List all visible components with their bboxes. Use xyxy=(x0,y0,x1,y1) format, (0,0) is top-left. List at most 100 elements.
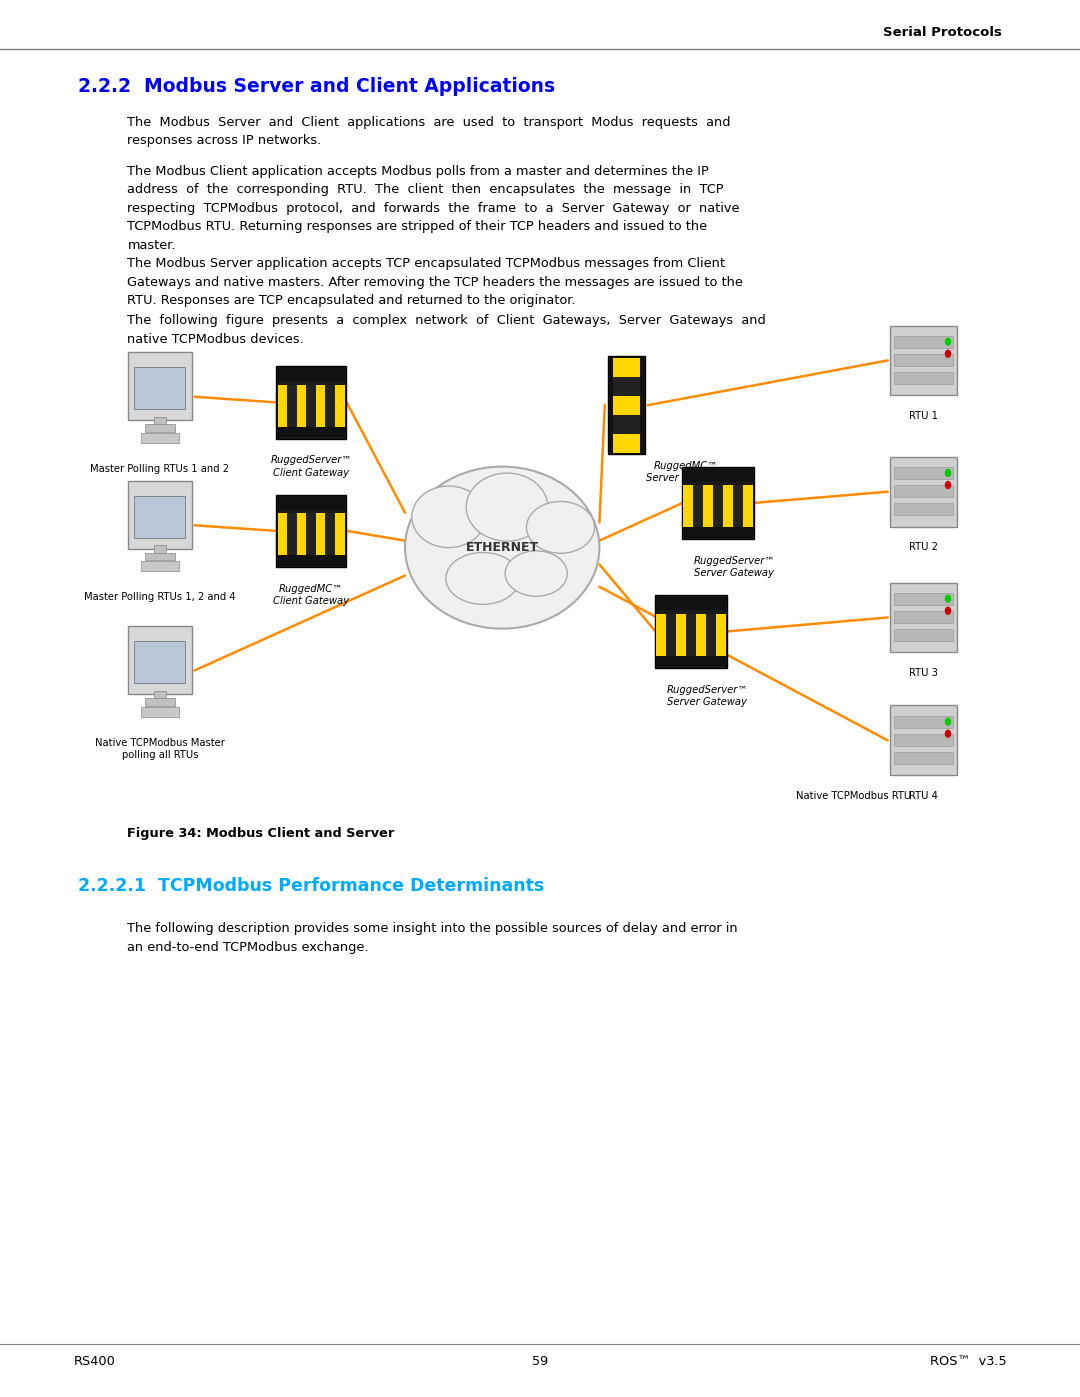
Bar xyxy=(724,486,733,528)
Text: 2.2.2.1  TCPModbus Performance Determinants: 2.2.2.1 TCPModbus Performance Determinan… xyxy=(78,877,544,895)
Bar xyxy=(325,386,335,427)
FancyBboxPatch shape xyxy=(890,705,957,775)
Text: RuggedMC™
Server Gateway: RuggedMC™ Server Gateway xyxy=(646,461,726,483)
Text: ETHERNET: ETHERNET xyxy=(465,541,539,555)
Bar xyxy=(612,433,640,453)
Bar xyxy=(315,386,325,427)
FancyBboxPatch shape xyxy=(134,641,186,683)
Bar xyxy=(315,514,325,556)
Text: RuggedServer™
Client Gateway: RuggedServer™ Client Gateway xyxy=(270,455,352,478)
FancyBboxPatch shape xyxy=(140,562,179,571)
Bar xyxy=(894,485,953,497)
Circle shape xyxy=(945,718,951,726)
Bar xyxy=(894,752,953,764)
Bar xyxy=(894,610,953,623)
Bar xyxy=(684,528,754,538)
Text: RTU 1: RTU 1 xyxy=(909,411,937,420)
Text: The Modbus Client application accepts Modbus polls from a master and determines : The Modbus Client application accepts Mo… xyxy=(127,165,740,251)
FancyBboxPatch shape xyxy=(153,416,166,425)
Ellipse shape xyxy=(446,552,519,605)
Text: ROS™  v3.5: ROS™ v3.5 xyxy=(930,1355,1007,1368)
Bar xyxy=(609,358,613,453)
FancyBboxPatch shape xyxy=(890,583,957,652)
Bar xyxy=(657,597,727,610)
Bar xyxy=(612,395,640,415)
FancyBboxPatch shape xyxy=(145,553,175,560)
Bar xyxy=(684,468,754,482)
Bar xyxy=(612,377,640,395)
FancyBboxPatch shape xyxy=(608,356,645,454)
Bar xyxy=(307,386,315,427)
Text: Master Polling RTUs 1, 2 and 4: Master Polling RTUs 1, 2 and 4 xyxy=(84,592,235,602)
FancyBboxPatch shape xyxy=(145,698,175,705)
Text: 59: 59 xyxy=(531,1355,549,1368)
Text: The following description provides some insight into the possible sources of del: The following description provides some … xyxy=(127,922,738,954)
Circle shape xyxy=(945,469,951,478)
Bar xyxy=(278,367,345,381)
FancyBboxPatch shape xyxy=(890,326,957,395)
Ellipse shape xyxy=(467,474,548,541)
Circle shape xyxy=(945,606,951,615)
Bar xyxy=(612,415,640,433)
FancyBboxPatch shape xyxy=(656,595,728,668)
Bar xyxy=(278,386,287,427)
Bar xyxy=(894,335,953,348)
FancyBboxPatch shape xyxy=(145,425,175,432)
Bar xyxy=(693,486,703,528)
Text: RuggedServer™
Server Gateway: RuggedServer™ Server Gateway xyxy=(693,556,775,578)
Bar xyxy=(894,629,953,641)
Bar xyxy=(657,615,666,657)
Bar xyxy=(684,486,693,528)
Bar xyxy=(676,615,686,657)
Text: Master Polling RTUs 1 and 2: Master Polling RTUs 1 and 2 xyxy=(91,464,229,474)
Bar xyxy=(743,486,754,528)
Text: Serial Protocols: Serial Protocols xyxy=(883,27,1002,39)
Bar xyxy=(894,372,953,384)
Bar xyxy=(894,353,953,366)
Text: 2.2.2  Modbus Server and Client Applications: 2.2.2 Modbus Server and Client Applicati… xyxy=(78,77,555,96)
Bar xyxy=(666,615,676,657)
Bar xyxy=(703,486,713,528)
Bar xyxy=(894,733,953,746)
Bar xyxy=(335,514,345,556)
Ellipse shape xyxy=(505,550,567,597)
Text: The  Modbus  Server  and  Client  applications  are  used  to  transport  Modus : The Modbus Server and Client application… xyxy=(127,116,731,148)
Text: RTU 4: RTU 4 xyxy=(909,791,937,800)
Text: The  following  figure  presents  a  complex  network  of  Client  Gateways,  Se: The following figure presents a complex … xyxy=(127,314,766,346)
Bar xyxy=(894,592,953,605)
Bar xyxy=(713,486,724,528)
Bar xyxy=(894,503,953,515)
Circle shape xyxy=(945,595,951,604)
FancyBboxPatch shape xyxy=(127,352,192,420)
FancyBboxPatch shape xyxy=(276,495,346,567)
FancyBboxPatch shape xyxy=(127,481,192,549)
Bar xyxy=(686,615,697,657)
FancyBboxPatch shape xyxy=(890,457,957,527)
FancyBboxPatch shape xyxy=(153,690,166,698)
Bar xyxy=(297,514,307,556)
FancyBboxPatch shape xyxy=(140,433,179,443)
Bar xyxy=(657,657,727,666)
FancyBboxPatch shape xyxy=(134,496,186,538)
Bar xyxy=(307,514,315,556)
Text: RTU 2: RTU 2 xyxy=(909,542,937,552)
Bar xyxy=(894,715,953,728)
Bar xyxy=(287,386,297,427)
Bar xyxy=(278,556,345,566)
Text: Native TCPModbus Master
polling all RTUs: Native TCPModbus Master polling all RTUs xyxy=(95,738,225,760)
Text: RS400: RS400 xyxy=(73,1355,116,1368)
Text: RTU 3: RTU 3 xyxy=(909,668,937,678)
Ellipse shape xyxy=(411,486,486,548)
FancyBboxPatch shape xyxy=(153,545,166,553)
Bar xyxy=(733,486,743,528)
Bar xyxy=(287,514,297,556)
Text: RuggedMC™
Client Gateway: RuggedMC™ Client Gateway xyxy=(273,584,349,606)
Text: Figure 34: Modbus Client and Server: Figure 34: Modbus Client and Server xyxy=(127,827,395,840)
Bar xyxy=(716,615,727,657)
Circle shape xyxy=(945,729,951,738)
Text: RuggedServer™
Server Gateway: RuggedServer™ Server Gateway xyxy=(666,685,748,707)
Circle shape xyxy=(945,349,951,358)
Bar xyxy=(278,514,287,556)
Bar xyxy=(278,496,345,510)
Bar xyxy=(335,386,345,427)
